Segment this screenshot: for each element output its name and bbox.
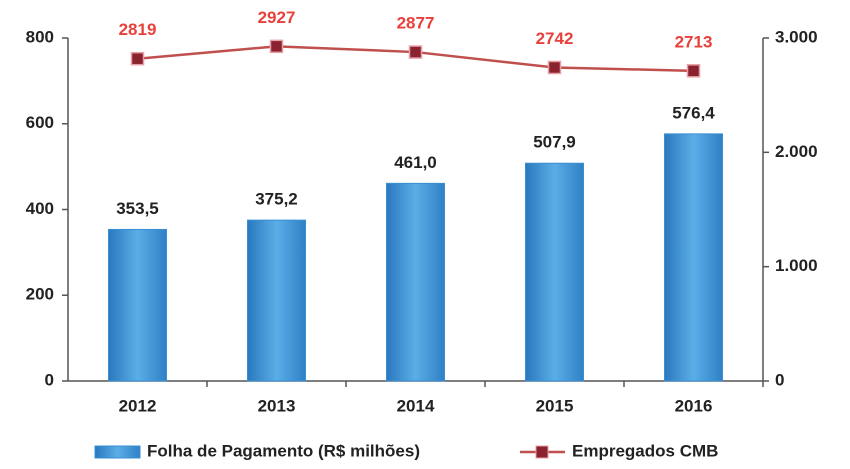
line-value-label: 2877 [397, 14, 435, 33]
bar [108, 228, 167, 382]
line-marker [547, 60, 562, 75]
bar-value-label: 576,4 [672, 103, 715, 122]
y-tick-label: 600 [26, 113, 54, 132]
line-value-label: 2742 [536, 29, 574, 48]
y2-tick-label: 2.000 [775, 142, 818, 161]
line-value-label: 2713 [675, 32, 713, 51]
y-tick-label: 200 [26, 285, 54, 304]
bar [247, 219, 306, 382]
y-tick-label: 800 [26, 27, 54, 46]
bar-value-label: 375,2 [255, 190, 298, 209]
x-tick-label: 2013 [258, 396, 296, 415]
line-marker [686, 64, 701, 78]
x-tick-label: 2015 [536, 396, 574, 415]
legend-marker [535, 445, 549, 459]
x-tick-label: 2012 [119, 396, 157, 415]
bar [664, 133, 723, 382]
legend-swatch [94, 445, 141, 459]
line-marker [130, 51, 145, 66]
y2-tick-label: 0 [775, 370, 784, 389]
legend-label: Empregados CMB [572, 441, 718, 460]
legend-label: Folha de Pagamento (R$ milhões) [147, 441, 420, 460]
x-tick-label: 2016 [675, 396, 713, 415]
line-marker [269, 39, 284, 54]
line-marker [408, 45, 423, 59]
line-value-label: 2819 [119, 20, 157, 39]
y-tick-label: 400 [26, 199, 54, 218]
x-tick-label: 2014 [397, 396, 435, 415]
bar-value-label: 461,0 [394, 153, 437, 172]
bar [525, 162, 584, 382]
line-value-label: 2927 [258, 8, 296, 27]
bar [386, 182, 445, 382]
bar-value-label: 353,5 [116, 199, 159, 218]
y2-tick-label: 1.000 [775, 256, 818, 275]
y-tick-label: 0 [45, 370, 54, 389]
y2-tick-label: 3.000 [775, 27, 818, 46]
bar-value-label: 507,9 [533, 133, 576, 152]
